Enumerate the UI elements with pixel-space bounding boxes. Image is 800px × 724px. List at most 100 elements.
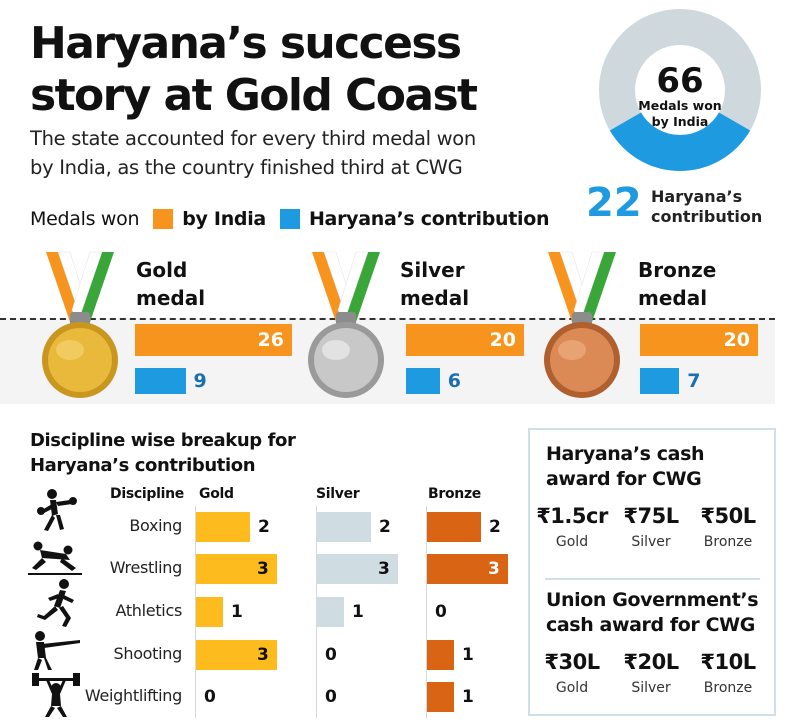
value-bronze-boxing: 2 — [489, 517, 501, 537]
bar-bronze-weightlifting — [427, 682, 454, 712]
header-bronze: Bronze — [428, 486, 482, 502]
medal-title-silver-line-1: Silver — [400, 258, 465, 282]
discipline-name-weightlifting: Weightlifting — [84, 686, 182, 705]
medal-group-silver: Silver medal 20 6 — [296, 250, 556, 400]
haryana-cash-silver: ₹75L — [623, 504, 679, 528]
legend-haryana-label: Haryana’s contribution — [308, 208, 550, 230]
header-gold: Gold — [199, 486, 234, 502]
medal-title-silver-line-2: medal — [400, 286, 470, 310]
bar-india-gold: 26 — [135, 324, 292, 356]
medal-title-gold: Gold medal — [136, 256, 205, 312]
haryana-cash-bronze-label: Bronze — [703, 534, 753, 550]
donut-total-number: 66 — [656, 61, 703, 101]
value-gold-athletics: 1 — [231, 602, 243, 622]
donut-total-label-2: by India — [652, 114, 709, 129]
bronze-column-line — [426, 506, 427, 718]
bar-haryana-gold — [135, 368, 186, 394]
value-silver-wrestling: 3 — [378, 559, 390, 579]
haryana-cash-silver-label: Silver — [631, 534, 671, 550]
legend-haryana-swatch — [279, 209, 300, 229]
haryana-cash-title: Haryana’s cash award for CWG — [546, 442, 705, 492]
value-gold-wrestling: 3 — [257, 559, 269, 579]
value-gold-shooting: 3 — [257, 645, 269, 665]
value-silver-athletics: 1 — [352, 602, 364, 622]
bar-india-bronze: 20 — [640, 324, 758, 356]
bar-gold-boxing — [196, 512, 250, 542]
discipline-name-boxing: Boxing — [129, 516, 182, 535]
discipline-name-shooting: Shooting — [113, 644, 183, 663]
bar-silver-wrestling — [317, 554, 398, 584]
union-cash-title-line-2: cash award for CWG — [546, 614, 755, 636]
silver-medal-icon — [308, 251, 384, 398]
medal-group-gold: Gold medal 26 9 — [30, 250, 292, 400]
haryana-total-label-2: contribution — [651, 207, 763, 226]
title-line-1: Haryana’s success — [30, 18, 462, 69]
bar-india-bronze-label: 20 — [723, 329, 750, 351]
donut-total-label-1: Medals won — [638, 98, 721, 113]
discipline-name-wrestling: Wrestling — [109, 558, 183, 577]
value-gold-weightlifting: 0 — [204, 687, 216, 707]
bronze-medal-icon — [544, 251, 620, 398]
bar-haryana-gold-label: 9 — [193, 370, 207, 392]
page-title: Haryana’s success story at Gold Coast — [30, 18, 478, 122]
union-cash-bronze-label: Bronze — [703, 680, 753, 696]
medal-title-bronze-line-1: Bronze — [638, 258, 717, 282]
union-cash-bronze: ₹10L — [700, 650, 756, 674]
medal-title-gold-line-2: medal — [136, 286, 206, 310]
header-silver: Silver — [316, 486, 360, 502]
donut-arc-haryana — [609, 112, 751, 171]
bar-india-gold-label: 26 — [257, 329, 284, 351]
bar-gold-wrestling — [196, 554, 277, 584]
medal-title-gold-line-1: Gold — [136, 258, 188, 282]
discipline-title-line-1: Discipline wise breakup for — [30, 430, 296, 451]
discipline-title: Discipline wise breakup for Haryana’s co… — [30, 428, 296, 478]
bar-bronze-boxing — [427, 512, 481, 542]
medal-title-bronze: Bronze medal — [638, 256, 716, 312]
value-bronze-wrestling: 3 — [488, 559, 500, 579]
weightlifting-icon — [32, 673, 80, 717]
haryana-cash-gold-label: Gold — [555, 534, 589, 550]
legend-prefix: Medals won — [30, 208, 140, 230]
haryana-total-label: Haryana’s contribution — [651, 187, 762, 227]
haryana-cash-bronze: ₹50L — [700, 504, 756, 528]
cash-divider — [545, 578, 760, 580]
bar-gold-athletics — [196, 597, 223, 627]
union-cash-silver-label: Silver — [631, 680, 671, 696]
discipline-name-athletics: Athletics — [115, 601, 182, 620]
bar-bronze-wrestling — [427, 554, 508, 584]
haryana-total-number: 22 — [586, 180, 642, 226]
bar-haryana-silver — [406, 368, 440, 394]
discipline-title-line-2: Haryana’s contribution — [30, 455, 256, 476]
shooting-icon — [34, 631, 80, 670]
medal-title-bronze-line-2: medal — [638, 286, 708, 310]
bar-haryana-silver-label: 6 — [447, 370, 461, 392]
union-cash-title-line-1: Union Government’s — [546, 589, 759, 611]
union-cash-title: Union Government’s cash award for CWG — [546, 588, 759, 638]
haryana-total-label-1: Haryana’s — [651, 187, 743, 206]
value-silver-weightlifting: 0 — [325, 687, 337, 707]
athletics-icon — [37, 579, 74, 627]
value-bronze-athletics: 0 — [435, 602, 447, 622]
bar-gold-shooting — [196, 640, 277, 670]
haryana-cash-title-line-2: award for CWG — [546, 468, 702, 490]
legend: Medals won by India Haryana’s contributi… — [30, 204, 550, 234]
subtitle: The state accounted for every third meda… — [30, 124, 476, 182]
gold-column-line — [195, 506, 196, 718]
bar-bronze-shooting — [427, 640, 454, 670]
union-cash-gold: ₹30L — [544, 650, 600, 674]
subtitle-line-2: by India, as the country finished third … — [30, 156, 463, 179]
haryana-cash-title-line-1: Haryana’s cash — [546, 443, 705, 465]
bar-haryana-bronze — [640, 368, 680, 394]
legend-india-swatch — [153, 209, 174, 229]
bar-silver-boxing — [317, 512, 371, 542]
medal-group-bronze: Bronze medal 20 7 — [532, 250, 792, 400]
medal-donut-chart: 66 Medals won by India — [599, 9, 761, 171]
title-line-2: story at Gold Coast — [30, 70, 478, 121]
header-discipline: Discipline — [110, 486, 184, 502]
bar-india-silver-label: 20 — [489, 329, 516, 351]
bar-haryana-bronze-label: 7 — [687, 370, 701, 392]
boxing-icon — [37, 489, 77, 531]
medal-title-silver: Silver medal — [400, 256, 469, 312]
silver-column-line — [316, 506, 317, 718]
bar-silver-athletics — [317, 597, 344, 627]
